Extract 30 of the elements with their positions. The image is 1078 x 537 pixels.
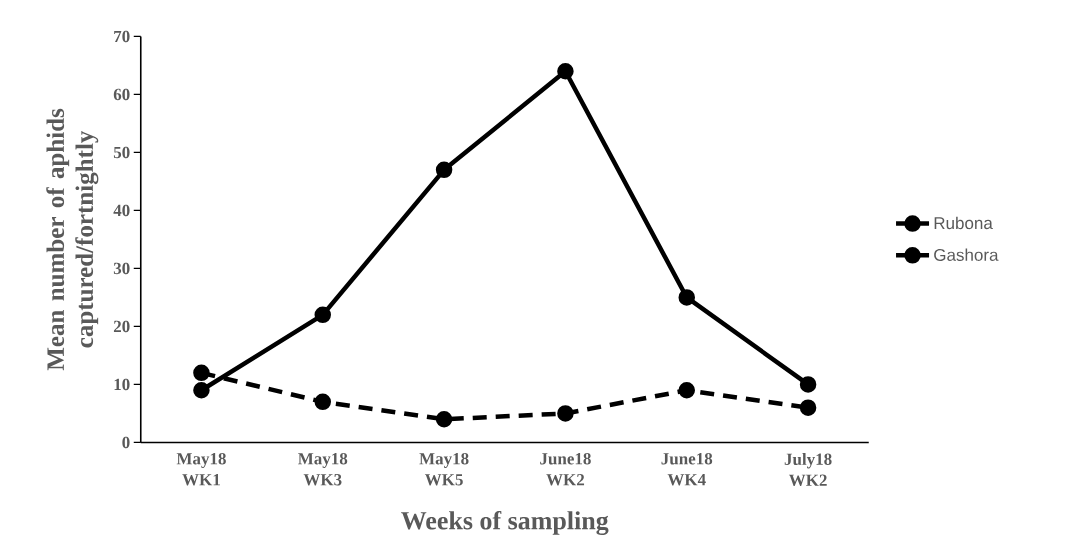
x-tick-label: June18 WK2 bbox=[540, 452, 591, 486]
x-tick-label: June18 WK4 bbox=[661, 452, 713, 486]
x-tick-label: May18 WK1 bbox=[176, 452, 226, 486]
legend-label: Rubona bbox=[934, 216, 993, 230]
point bbox=[557, 405, 574, 422]
x-tick-label: July18 WK2 bbox=[784, 452, 832, 487]
y-tick-label: 50 bbox=[113, 146, 130, 159]
y-axis-title: Mean number of aphids captured/fortnightly bbox=[46, 108, 99, 371]
y-tick-label: 70 bbox=[114, 30, 130, 43]
y-tick-label: 0 bbox=[122, 436, 130, 449]
x-tick-label: May18 WK5 bbox=[419, 452, 469, 486]
y-tick-label: 10 bbox=[114, 378, 130, 391]
y-tick-label: 40 bbox=[113, 204, 130, 217]
x-axis-title: Weeks of sampling bbox=[401, 510, 609, 535]
y-tick-label: 60 bbox=[113, 88, 130, 101]
point bbox=[193, 382, 210, 399]
point bbox=[557, 63, 574, 80]
x-tick-label: May18 WK3 bbox=[298, 452, 348, 486]
point bbox=[314, 306, 331, 324]
point bbox=[314, 393, 331, 411]
point bbox=[678, 289, 695, 306]
point bbox=[799, 376, 817, 393]
y-tick-label: 20 bbox=[113, 320, 130, 333]
point bbox=[435, 161, 453, 179]
point bbox=[435, 411, 453, 428]
point bbox=[799, 399, 817, 416]
point bbox=[193, 364, 210, 382]
legend-label: Gashora bbox=[934, 248, 999, 261]
y-tick-label: 30 bbox=[113, 262, 130, 275]
point bbox=[678, 382, 695, 399]
